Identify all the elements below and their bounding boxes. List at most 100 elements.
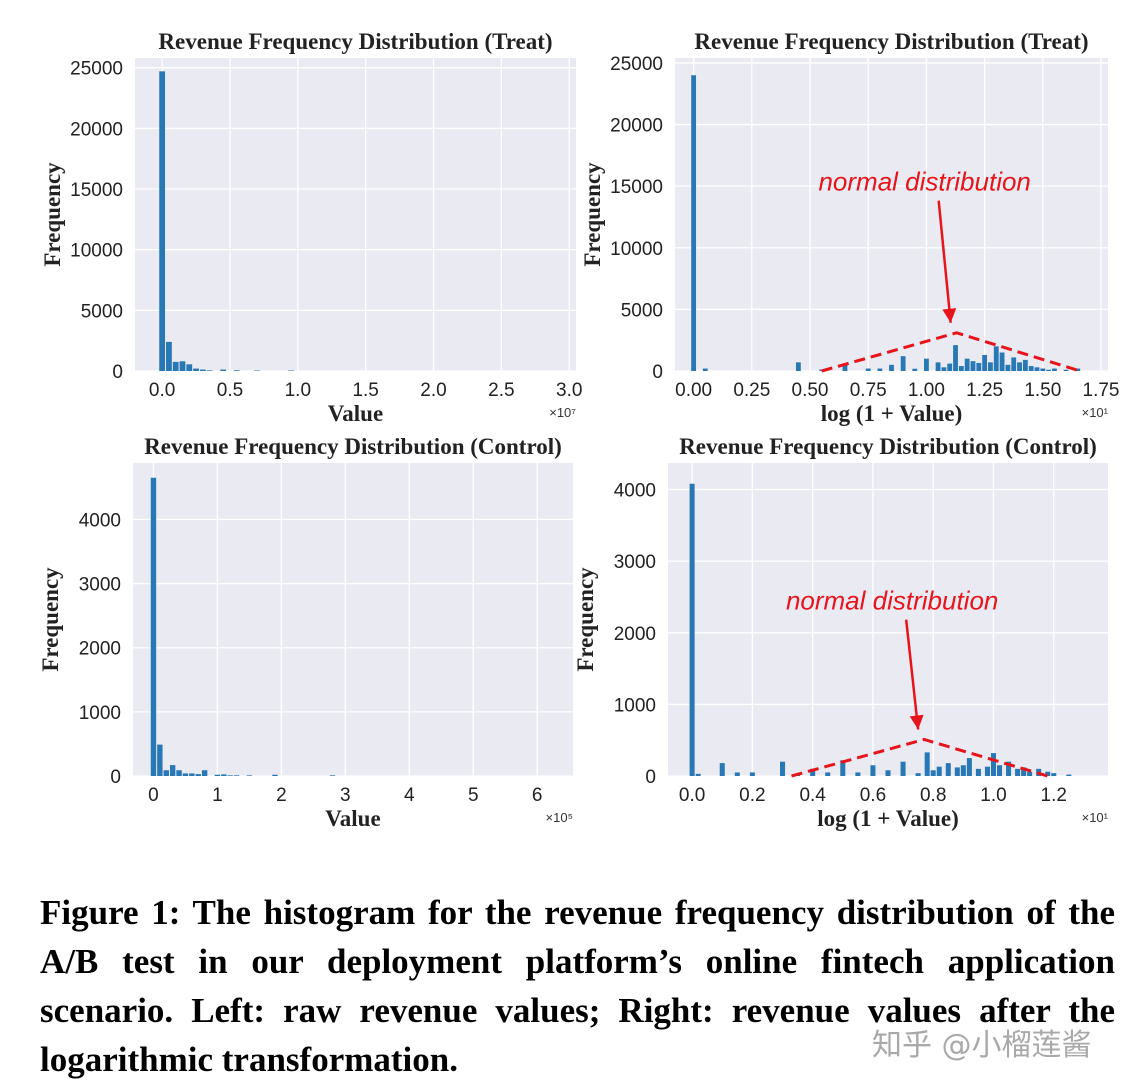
histogram-bar: [166, 341, 172, 371]
histogram-bar: [220, 369, 227, 371]
histogram-bar: [993, 346, 999, 371]
histogram-bar: [982, 354, 988, 371]
histogram-bar: [702, 368, 708, 371]
y-tick-label: 5000: [621, 300, 663, 321]
histogram-bar: [272, 774, 278, 776]
histogram-bar: [1045, 771, 1051, 776]
x-axis-label: log (1 + Value): [821, 401, 963, 426]
histogram-bar: [182, 773, 189, 776]
histogram-bar: [1005, 364, 1011, 371]
x-tick-label: 1.5: [352, 380, 378, 401]
histogram-bar: [186, 364, 193, 371]
histogram-bar: [169, 765, 176, 776]
histogram-bar: [842, 363, 848, 371]
y-tick-label: 4000: [614, 481, 656, 502]
x-tick-label: 4: [404, 785, 415, 806]
x-tick-label: 0.8: [920, 785, 946, 806]
histogram-bar: [189, 773, 195, 776]
histogram-bar: [329, 775, 336, 776]
x-tick-label: 2.0: [420, 380, 446, 401]
y-axis-label: Frequency: [573, 567, 598, 672]
histogram-bar: [984, 766, 990, 776]
histogram-bar: [795, 362, 801, 371]
y-axis-label: Frequency: [580, 162, 605, 267]
x-tick-label: 0: [148, 785, 159, 806]
chart-panel-4: normal distribution 0.0 0.2 0.4 0.6 0.8 1.0 1.2…: [573, 434, 1109, 831]
histogram-bar: [159, 71, 166, 371]
y-tick-label: 2000: [79, 639, 121, 660]
histogram-bar: [964, 358, 970, 371]
x-tick-label: 5: [468, 785, 479, 806]
x-tick-label: 0.25: [733, 380, 770, 401]
annotation-arrow-head: [909, 714, 924, 730]
normal-fit-curve: [791, 737, 1049, 778]
histogram-bar: [825, 772, 831, 776]
annotation-arrow-shaft: [904, 619, 920, 730]
x-tick-label: 1.0: [980, 785, 1006, 806]
x-axis-multiplier: ×10⁵: [546, 810, 573, 825]
y-tick-label: 3000: [79, 575, 121, 596]
histogram-bar: [870, 765, 876, 776]
histogram-bar: [199, 369, 206, 371]
histogram-bar: [172, 361, 179, 371]
y-tick-label: 10000: [70, 241, 123, 262]
y-tick-label: 25000: [70, 59, 123, 80]
y-tick-label: 3000: [614, 552, 656, 573]
histogram-bar: [1021, 767, 1027, 776]
x-tick-label: 0.0: [149, 380, 175, 401]
histogram-bar: [935, 362, 941, 371]
histogram-bar: [1028, 366, 1034, 371]
x-tick-label: 3: [340, 785, 351, 806]
histogram-bar: [195, 774, 201, 776]
y-tick-label: 0: [652, 362, 663, 383]
x-tick-label: 3.0: [556, 380, 582, 401]
x-tick-label: 0.0: [679, 785, 705, 806]
histogram-bar: [885, 770, 891, 776]
histogram-bar: [912, 368, 918, 371]
chart-panel-2: normal distribution 0.00 0.25 0.50 0.75 1.00 1…: [580, 29, 1120, 426]
x-tick-label: 0.50: [792, 380, 829, 401]
y-tick-label: 15000: [610, 177, 663, 198]
chart-panel-1: 0.0 0.5 1.0 1.5 2.0 2.5 3.0 0 5000 10000 15000 2000…: [40, 29, 582, 426]
histogram-bar: [1006, 761, 1012, 776]
x-tick-label: 2: [276, 785, 287, 806]
histogram-bar: [227, 775, 233, 776]
x-axis-label: Value: [328, 401, 383, 426]
histogram-bar: [1022, 359, 1028, 371]
y-axis-label: Frequency: [40, 162, 65, 267]
histogram-bar: [966, 758, 972, 776]
histogram-bar: [958, 366, 964, 371]
histogram-bar: [941, 367, 947, 371]
y-tick-label: 10000: [610, 239, 663, 260]
histogram-bar: [996, 765, 1003, 776]
histogram-bar: [1063, 369, 1069, 371]
histogram-bar: [855, 772, 861, 776]
histogram-bar: [695, 773, 701, 776]
x-tick-label: 1: [212, 785, 223, 806]
histogram-bar: [924, 358, 929, 371]
y-tick-label: 25000: [610, 54, 663, 75]
annotation-label: normal distribution: [786, 586, 998, 616]
x-axis-multiplier: ×10¹: [1082, 810, 1109, 825]
histogram-bar: [1066, 774, 1072, 776]
y-tick-label: 20000: [70, 119, 123, 140]
x-tick-label: 0.5: [217, 380, 243, 401]
histogram-bar: [900, 761, 906, 776]
histogram-bar: [221, 774, 227, 776]
histogram-bar: [953, 345, 958, 371]
histogram-bar: [900, 356, 906, 371]
chart-title: Revenue Frequency Distribution (Treat): [158, 29, 552, 54]
histogram-bar: [201, 770, 208, 776]
histogram-bar: [975, 768, 981, 776]
histogram-bar: [988, 362, 993, 371]
x-tick-label: 1.50: [1024, 380, 1061, 401]
histogram-bar: [930, 770, 936, 776]
chart-title: Revenue Frequency Distribution (Treat): [694, 29, 1088, 54]
histogram-bar: [810, 768, 816, 776]
histogram-bar: [915, 773, 921, 776]
plot-area: [675, 58, 1108, 371]
x-axis-multiplier: ×10⁷: [549, 405, 576, 420]
histogram-bar: [689, 483, 695, 776]
histogram-bar: [947, 363, 953, 371]
histogram-bar: [206, 370, 213, 371]
